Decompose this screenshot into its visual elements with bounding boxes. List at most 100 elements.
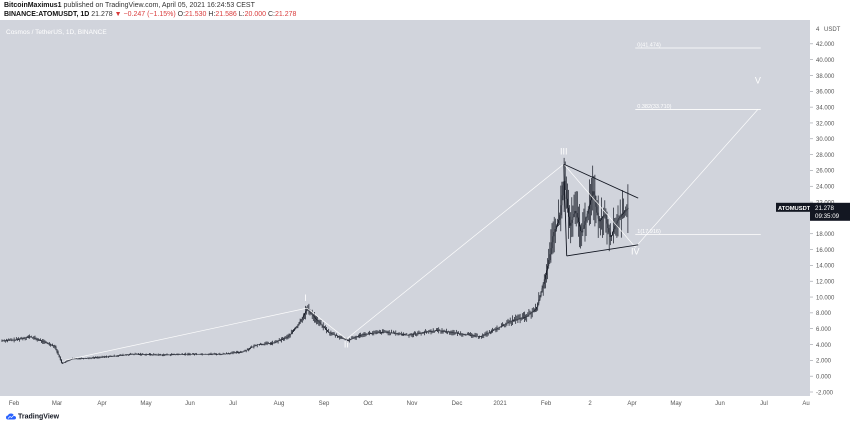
symbol-tag [776, 202, 810, 212]
wave-label: IV [631, 246, 640, 256]
candle-body [163, 354, 165, 356]
triangle-left-line[interactable] [563, 164, 568, 256]
candle-body [495, 329, 497, 330]
candle-body [423, 332, 425, 333]
candle-body [452, 332, 454, 334]
y-tick-label: 28.000 [816, 153, 835, 159]
candle-body [324, 328, 326, 330]
x-tick-label: Aug [274, 401, 285, 407]
candle-body [268, 343, 270, 344]
candle-body [43, 341, 45, 343]
candle-body [546, 270, 547, 275]
last-price: 21.278 [91, 11, 113, 18]
candle-body [627, 207, 629, 210]
candle-body [55, 346, 57, 350]
candle-body [1, 340, 3, 342]
candle-body [203, 354, 205, 355]
candle-body [477, 336, 479, 337]
candle-body [378, 332, 380, 334]
candle-body [323, 326, 325, 329]
candle-body [361, 334, 363, 336]
candle-body [315, 317, 316, 319]
tradingview-logo[interactable]: TradingView [6, 413, 59, 420]
candle-body [355, 336, 357, 338]
candle-body [609, 232, 611, 237]
candle-body [24, 337, 26, 339]
candle-body [65, 361, 67, 363]
candle-body [290, 332, 292, 335]
candle-body [612, 232, 613, 236]
candle-body [199, 354, 201, 355]
candle-body [442, 331, 444, 332]
candle-body [353, 337, 355, 339]
candle-body [594, 194, 596, 201]
candle-body [550, 248, 552, 255]
candle-body [305, 311, 307, 314]
author-name[interactable]: BitcoinMaximus1 [4, 2, 62, 9]
candle-body [311, 313, 313, 315]
candle-body [85, 358, 87, 359]
candle-body [351, 338, 353, 340]
candle-body [68, 360, 70, 361]
candle-body [597, 212, 599, 219]
candle-body [524, 317, 525, 318]
candle-body [156, 354, 158, 356]
candle-body [438, 330, 440, 331]
candle-body [277, 340, 279, 342]
candle-body [269, 343, 271, 344]
candle-body [470, 335, 472, 336]
candle-body [467, 334, 469, 336]
candle-body [283, 338, 285, 340]
candle-body [238, 352, 239, 353]
elliott-wave-path[interactable] [64, 109, 759, 361]
candle-body [482, 335, 484, 337]
candle-body [84, 358, 85, 359]
candle-body [300, 319, 302, 322]
candle-body [570, 222, 572, 226]
candle-body [164, 354, 166, 356]
candle-body [509, 321, 511, 322]
candle-body [243, 351, 245, 352]
candle-body [125, 354, 127, 356]
candle-body [123, 354, 125, 356]
candle-body [349, 339, 351, 341]
candle-body [577, 217, 579, 222]
candle-body [406, 334, 408, 336]
candle-body [515, 319, 517, 321]
candle-body [76, 358, 78, 360]
candle-body [388, 332, 390, 333]
candle-body [272, 343, 274, 344]
candle-body [244, 350, 246, 352]
symbol-name[interactable]: BINANCE:ATOMUSDT, 1D [4, 11, 90, 18]
triangle-lower-line[interactable] [566, 244, 639, 257]
candle-body [392, 332, 393, 334]
candle-body [71, 358, 73, 360]
candle-body [312, 314, 314, 317]
price-chart[interactable]: Cosmos / TetherUS, 1D, BINANCE -2.000 0.00… [0, 20, 850, 408]
candle-body [518, 318, 520, 320]
candle-body [539, 295, 541, 300]
candle-body [219, 354, 221, 355]
candle-body [91, 357, 93, 359]
candle-body [362, 334, 364, 335]
candle-body [190, 354, 192, 355]
candle-body [261, 344, 263, 345]
chart-header: BitcoinMaximus1 published on TradingView… [0, 0, 850, 20]
y-tick-label: 14.000 [816, 264, 835, 270]
candle-body [590, 200, 591, 205]
candle-body [521, 317, 523, 319]
candle-body [221, 354, 223, 355]
candle-body [137, 354, 139, 355]
candle-body [200, 354, 202, 355]
candle-body [460, 333, 462, 335]
candle-body [496, 328, 498, 330]
candle-body [287, 336, 289, 338]
candle-body [626, 209, 628, 211]
candle-body [202, 354, 204, 355]
triangle-upper-line[interactable] [563, 163, 639, 199]
candle-body [205, 354, 206, 355]
candle-body [566, 198, 568, 208]
candle-body [247, 348, 249, 350]
candle-body [613, 229, 615, 233]
candle-body [537, 303, 539, 308]
